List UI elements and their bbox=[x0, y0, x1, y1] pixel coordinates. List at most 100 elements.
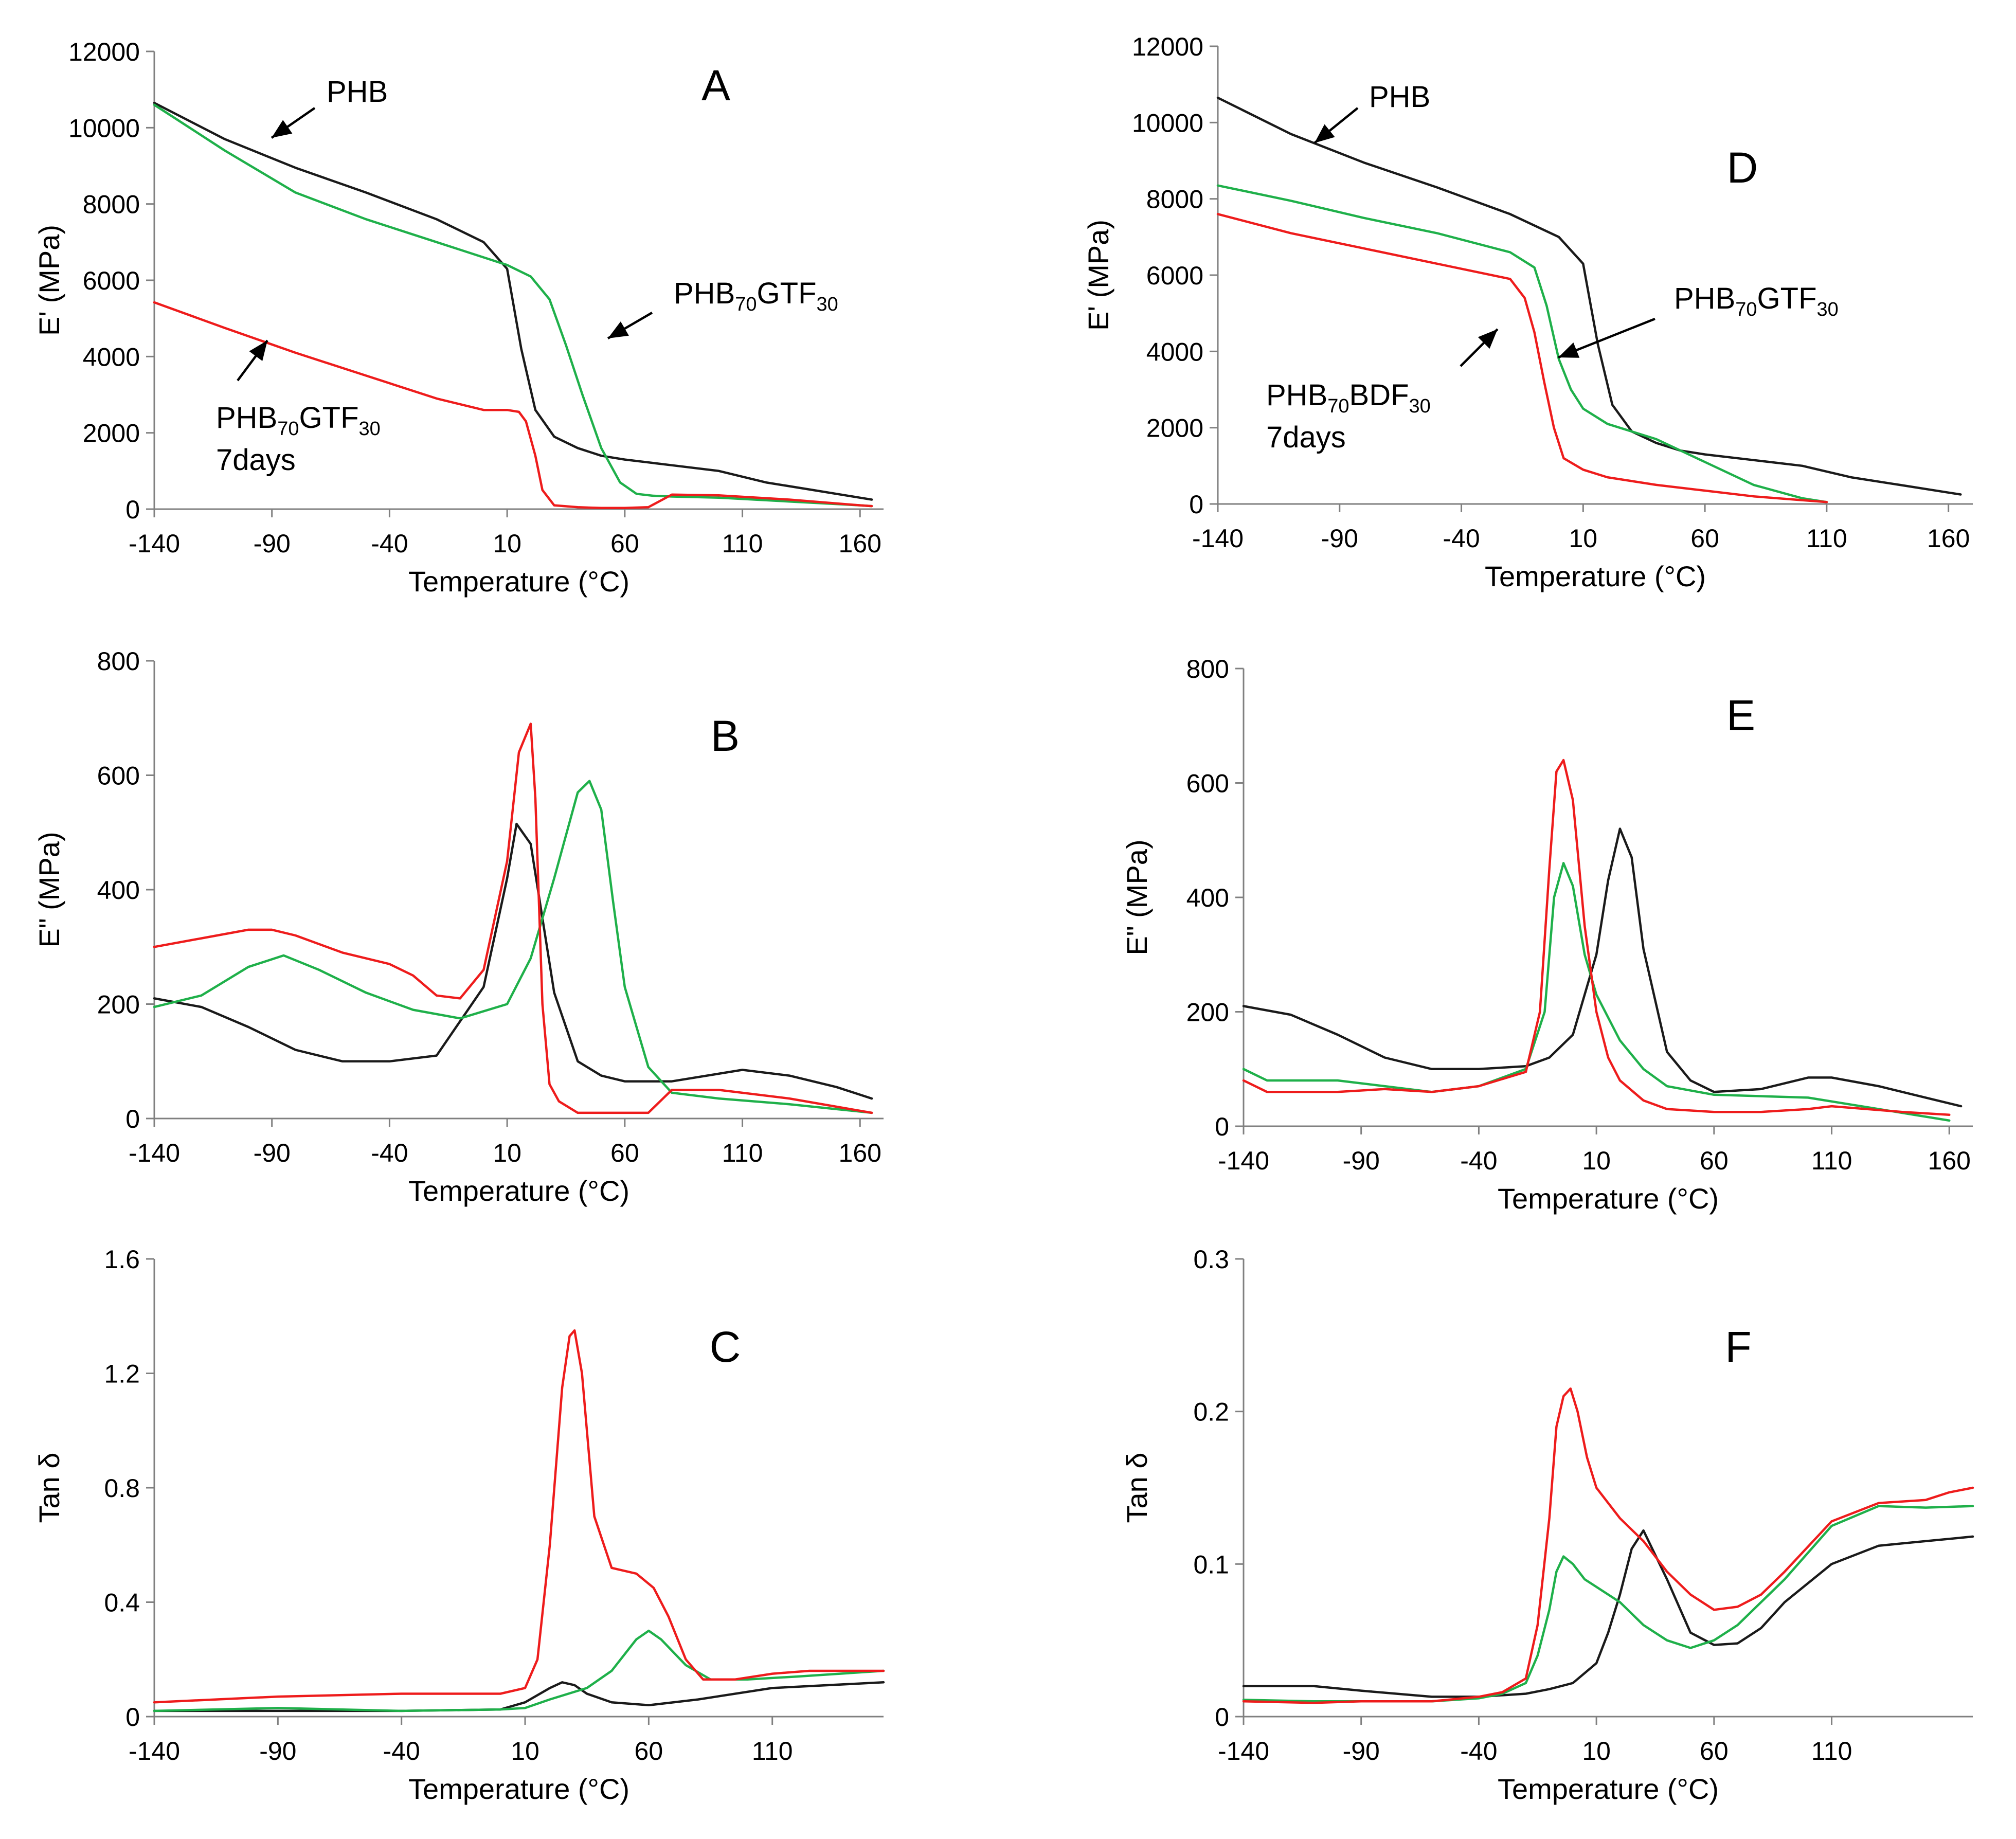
y-tick-label: 0.4 bbox=[104, 1589, 140, 1617]
x-tick-label: 110 bbox=[1811, 1146, 1852, 1175]
x-tick-label: 60 bbox=[610, 529, 639, 558]
y-tick-label: 0 bbox=[1215, 1112, 1229, 1141]
series-line bbox=[153, 301, 873, 510]
panel-letter: E bbox=[1726, 691, 1755, 740]
y-axis-label: Tan δ bbox=[1121, 1452, 1153, 1523]
series-line bbox=[1216, 213, 1828, 503]
y-tick-label: 0.2 bbox=[1193, 1398, 1229, 1427]
panel-b: 0 200 400 600 800 -140 -90 -40 10 60 110 160 Tempera… bbox=[33, 647, 884, 1207]
y-tick-label: 0 bbox=[125, 495, 140, 524]
y-tick-label: 1.2 bbox=[104, 1360, 140, 1389]
series-line bbox=[153, 822, 873, 1100]
y-axis-label: Tan δ bbox=[33, 1452, 65, 1523]
arrow-head bbox=[1478, 329, 1498, 349]
x-tick-label: 110 bbox=[722, 1139, 763, 1167]
x-tick-label: 110 bbox=[1811, 1737, 1852, 1765]
panel-letter: B bbox=[711, 712, 740, 760]
x-axis-label: Temperature (°C) bbox=[1485, 560, 1706, 592]
series-line bbox=[1242, 862, 1951, 1122]
annotation-phb70gtf30: PHB70GTF30 bbox=[1674, 282, 1839, 320]
x-tick-label: -40 bbox=[1443, 524, 1480, 553]
x-tick-label: 10 bbox=[511, 1737, 539, 1765]
y-tick-label: 12000 bbox=[68, 38, 140, 66]
x-tick-label: 60 bbox=[635, 1737, 663, 1765]
y-tick-label: 0 bbox=[1215, 1703, 1229, 1732]
x-tick-label: 160 bbox=[1928, 1146, 1971, 1175]
series-line bbox=[1242, 1505, 1974, 1703]
y-tick-label: 0.3 bbox=[1193, 1245, 1229, 1274]
x-tick-label: -40 bbox=[1460, 1737, 1497, 1765]
y-tick-label: 600 bbox=[1186, 769, 1229, 798]
x-tick-label: 10 bbox=[493, 529, 521, 558]
x-tick-label: -140 bbox=[129, 1139, 180, 1167]
x-tick-label: -40 bbox=[371, 529, 408, 558]
y-tick-label: 800 bbox=[97, 647, 140, 676]
panel-letter: D bbox=[1727, 143, 1758, 192]
annotation-phb: PHB bbox=[1369, 80, 1430, 114]
y-tick-label: 6000 bbox=[83, 266, 140, 295]
x-tick-label: 110 bbox=[752, 1737, 793, 1765]
y-tick-label: 0 bbox=[125, 1703, 140, 1732]
y-tick-label: 2000 bbox=[83, 419, 140, 448]
arrow-head bbox=[272, 120, 293, 138]
y-tick-label: 4000 bbox=[1146, 337, 1203, 366]
series-line bbox=[1242, 759, 1951, 1116]
panel-f: 0 0.1 0.2 0.3 -140 -90 -40 10 60 110 Temperature (… bbox=[1121, 1245, 1974, 1805]
y-tick-label: 800 bbox=[1186, 655, 1229, 683]
x-axis-label: Temperature (°C) bbox=[408, 565, 629, 598]
series-line bbox=[1242, 1529, 1974, 1698]
x-tick-label: -140 bbox=[1218, 1737, 1269, 1765]
series-line bbox=[153, 1329, 885, 1704]
x-axis-label: Temperature (°C) bbox=[1498, 1773, 1719, 1805]
y-tick-label: 0 bbox=[125, 1105, 140, 1133]
x-tick-label: -90 bbox=[254, 1139, 291, 1167]
x-tick-label: -140 bbox=[129, 529, 180, 558]
x-tick-label: 60 bbox=[1700, 1146, 1729, 1175]
x-tick-label: 160 bbox=[839, 1139, 881, 1167]
annotation-phb70gtf30-7days: PHB70GTF30 bbox=[216, 401, 381, 440]
x-tick-label: -90 bbox=[1343, 1737, 1380, 1765]
y-tick-label: 400 bbox=[1186, 884, 1229, 912]
x-tick-label: -90 bbox=[1343, 1146, 1380, 1175]
y-tick-label: 0 bbox=[1189, 490, 1203, 519]
series-line bbox=[153, 101, 873, 501]
y-tick-label: 600 bbox=[97, 762, 140, 790]
annotation-phb70gtf30: PHB70GTF30 bbox=[674, 277, 838, 315]
y-tick-label: 1.6 bbox=[104, 1245, 140, 1274]
x-tick-label: 60 bbox=[1700, 1737, 1729, 1765]
x-tick-label: -40 bbox=[371, 1139, 408, 1167]
y-tick-label: 8000 bbox=[83, 190, 140, 219]
x-tick-label: -90 bbox=[1321, 524, 1358, 553]
y-tick-label: 4000 bbox=[83, 342, 140, 371]
x-axis-label: Temperature (°C) bbox=[408, 1175, 629, 1207]
annotation-phb70gtf30-7days-line2: 7days bbox=[216, 443, 296, 477]
y-tick-label: 2000 bbox=[1146, 414, 1203, 443]
x-tick-label: 60 bbox=[1690, 524, 1719, 553]
y-tick-label: 10000 bbox=[68, 114, 140, 142]
y-tick-label: 0.1 bbox=[1193, 1550, 1229, 1579]
x-tick-label: -140 bbox=[129, 1737, 180, 1765]
arrow-head bbox=[608, 321, 629, 338]
series-line bbox=[153, 780, 873, 1114]
x-tick-label: 10 bbox=[1582, 1146, 1611, 1175]
series-line bbox=[1242, 827, 1963, 1108]
y-tick-label: 12000 bbox=[1132, 32, 1203, 61]
arrow-head bbox=[1558, 342, 1580, 358]
y-axis-label: E' (MPa) bbox=[33, 225, 65, 336]
panel-letter: A bbox=[701, 61, 730, 110]
y-tick-label: 6000 bbox=[1146, 261, 1203, 290]
arrow-head bbox=[249, 340, 267, 362]
x-tick-label: 10 bbox=[493, 1139, 521, 1167]
y-axis-label: E' (MPa) bbox=[1082, 220, 1114, 331]
annotation-phb70bdf30-7days-line2: 7days bbox=[1266, 421, 1346, 454]
y-axis-label: E" (MPa) bbox=[33, 832, 65, 947]
y-tick-label: 200 bbox=[97, 990, 140, 1019]
y-axis-label: E" (MPa) bbox=[1121, 839, 1153, 955]
y-tick-label: 200 bbox=[1186, 998, 1229, 1027]
x-tick-label: -40 bbox=[383, 1737, 420, 1765]
series-line bbox=[153, 1629, 885, 1712]
panel-a: 0 2000 4000 6000 8000 10000 12000 -140 -90 -40 10 6… bbox=[33, 38, 884, 598]
y-tick-label: 8000 bbox=[1146, 185, 1203, 214]
x-tick-label: -140 bbox=[1218, 1146, 1269, 1175]
x-tick-label: 160 bbox=[839, 529, 881, 558]
